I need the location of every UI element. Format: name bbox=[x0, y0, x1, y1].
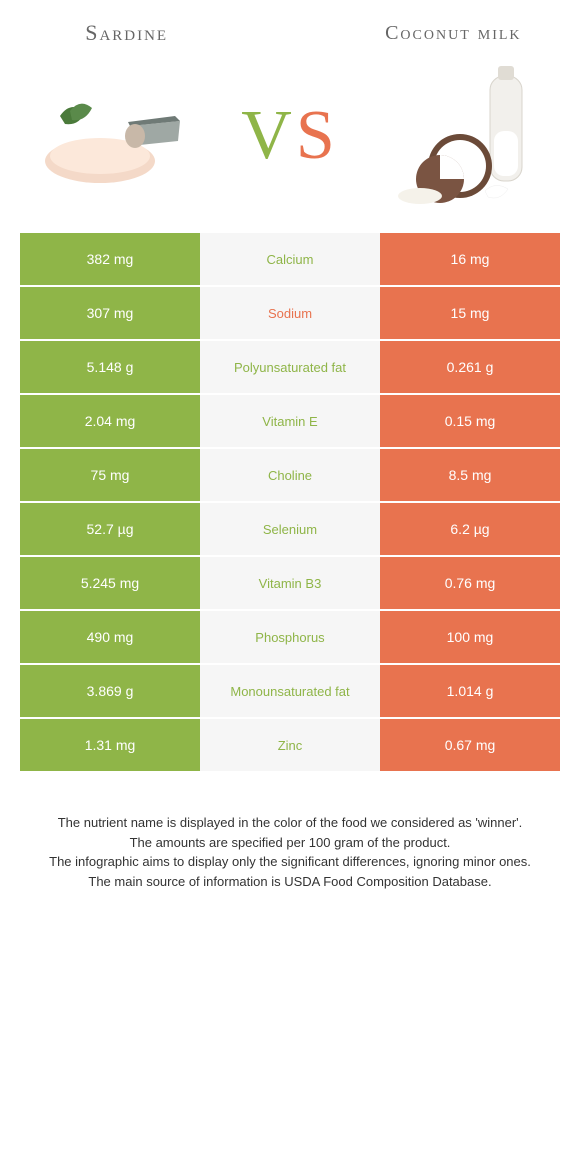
footer-line-3: The infographic aims to display only the… bbox=[30, 852, 550, 872]
left-value-cell: 1.31 mg bbox=[20, 719, 200, 771]
vs-v-letter: V bbox=[241, 97, 296, 174]
right-value-cell: 15 mg bbox=[380, 287, 560, 339]
nutrient-name-cell: Vitamin E bbox=[200, 395, 380, 447]
left-value-cell: 2.04 mg bbox=[20, 395, 200, 447]
right-value-cell: 8.5 mg bbox=[380, 449, 560, 501]
table-row: 52.7 µgSelenium6.2 µg bbox=[20, 503, 560, 555]
left-value-cell: 382 mg bbox=[20, 233, 200, 285]
comparison-table: 382 mgCalcium16 mg307 mgSodium15 mg5.148… bbox=[20, 231, 560, 773]
table-row: 1.31 mgZinc0.67 mg bbox=[20, 719, 560, 771]
vs-label: VS bbox=[241, 96, 339, 176]
right-food-image bbox=[390, 66, 550, 206]
table-row: 490 mgPhosphorus100 mg bbox=[20, 611, 560, 663]
left-value-cell: 5.148 g bbox=[20, 341, 200, 393]
right-value-cell: 100 mg bbox=[380, 611, 560, 663]
nutrient-name-cell: Phosphorus bbox=[200, 611, 380, 663]
right-value-cell: 0.261 g bbox=[380, 341, 560, 393]
table-row: 5.148 gPolyunsaturated fat0.261 g bbox=[20, 341, 560, 393]
nutrient-name-cell: Monounsaturated fat bbox=[200, 665, 380, 717]
nutrient-name-cell: Vitamin B3 bbox=[200, 557, 380, 609]
table-row: 75 mgCholine8.5 mg bbox=[20, 449, 560, 501]
left-value-cell: 5.245 mg bbox=[20, 557, 200, 609]
footer-line-2: The amounts are specified per 100 gram o… bbox=[30, 833, 550, 853]
left-value-cell: 3.869 g bbox=[20, 665, 200, 717]
right-value-cell: 16 mg bbox=[380, 233, 560, 285]
table-row: 3.869 gMonounsaturated fat1.014 g bbox=[20, 665, 560, 717]
table-row: 307 mgSodium15 mg bbox=[20, 287, 560, 339]
footer-notes: The nutrient name is displayed in the co… bbox=[0, 773, 580, 891]
table-row: 2.04 mgVitamin E0.15 mg bbox=[20, 395, 560, 447]
nutrient-name-cell: Polyunsaturated fat bbox=[200, 341, 380, 393]
left-value-cell: 52.7 µg bbox=[20, 503, 200, 555]
images-row: VS bbox=[0, 56, 580, 231]
left-value-cell: 307 mg bbox=[20, 287, 200, 339]
nutrient-name-cell: Zinc bbox=[200, 719, 380, 771]
right-value-cell: 1.014 g bbox=[380, 665, 560, 717]
right-value-cell: 0.67 mg bbox=[380, 719, 560, 771]
table-row: 5.245 mgVitamin B30.76 mg bbox=[20, 557, 560, 609]
right-value-cell: 0.15 mg bbox=[380, 395, 560, 447]
footer-line-1: The nutrient name is displayed in the co… bbox=[30, 813, 550, 833]
footer-line-4: The main source of information is USDA F… bbox=[30, 872, 550, 892]
nutrient-name-cell: Sodium bbox=[200, 287, 380, 339]
right-food-title: Coconut milk bbox=[337, 21, 570, 45]
left-value-cell: 490 mg bbox=[20, 611, 200, 663]
left-value-cell: 75 mg bbox=[20, 449, 200, 501]
table-row: 382 mgCalcium16 mg bbox=[20, 233, 560, 285]
nutrient-name-cell: Selenium bbox=[200, 503, 380, 555]
left-food-title: Sardine bbox=[10, 20, 243, 46]
header-titles: Sardine Coconut milk bbox=[0, 0, 580, 56]
nutrient-name-cell: Choline bbox=[200, 449, 380, 501]
nutrient-name-cell: Calcium bbox=[200, 233, 380, 285]
right-value-cell: 6.2 µg bbox=[380, 503, 560, 555]
right-value-cell: 0.76 mg bbox=[380, 557, 560, 609]
vs-s-letter: S bbox=[296, 97, 339, 174]
left-food-image bbox=[30, 66, 190, 206]
